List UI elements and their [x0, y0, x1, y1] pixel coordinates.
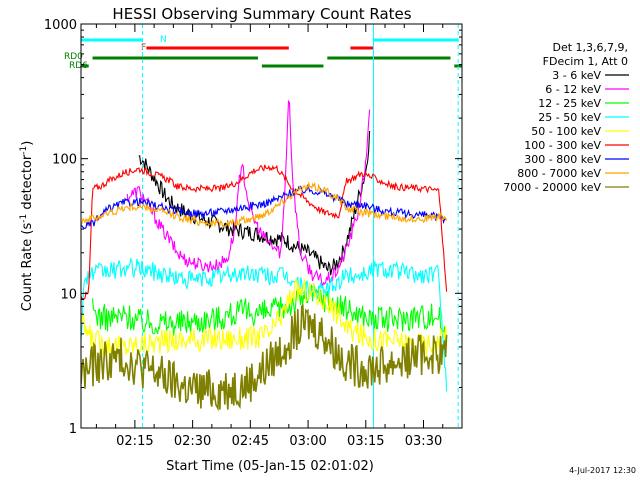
y-tick-label: 100 [52, 153, 77, 168]
legend-label-3: 25 - 50 keV [538, 111, 601, 124]
x-tick-label: 03:30 [405, 434, 442, 449]
y-label-main: Count Rate (s [20, 223, 35, 312]
series-line-1 [126, 99, 371, 288]
x-axis-ticks: 02:15 02:30 02:45 03:00 03:15 03:30 [95, 24, 463, 449]
series-line-8 [81, 304, 448, 412]
legend-label-0: 3 - 6 keV [552, 69, 601, 82]
flag-label-rd0: RD0 [64, 52, 83, 62]
footer-date: 4-Jul-2017 12:30 [569, 466, 636, 475]
series-line-6 [81, 183, 447, 229]
y-axis-label: Count Rate (s-1 detector-1) [19, 141, 35, 312]
y-axis-ticks: 1 10 100 1000 [44, 18, 462, 437]
series-line-5 [81, 164, 448, 301]
x-axis-label: Start Time (05-Jan-15 02:01:02) [166, 459, 374, 474]
x-tick-label: 02:30 [174, 434, 211, 449]
legend-label-5: 100 - 300 keV [524, 139, 601, 152]
legend-label-1: 6 - 12 keV [545, 83, 601, 96]
flag-bars [81, 38, 462, 68]
y-label-mid: detector [20, 154, 35, 214]
legend-label-2: 12 - 25 keV [538, 97, 601, 110]
x-tick-label: 02:45 [232, 434, 269, 449]
legend-label-6: 300 - 800 keV [524, 153, 601, 166]
y-tick-label: 10 [60, 287, 77, 302]
series-line-2 [91, 282, 448, 354]
legend-header-1: FDecim 1, Att 0 [543, 55, 628, 68]
flag-label-n: N [160, 35, 167, 45]
legend-label-4: 50 - 100 keV [531, 125, 601, 138]
flag-label-f: F [141, 43, 146, 53]
x-tick-label: 03:00 [289, 434, 326, 449]
series-line-4 [81, 278, 448, 357]
data-series [81, 99, 448, 412]
x-tick-label: 02:15 [116, 434, 153, 449]
chart-title: HESSI Observing Summary Count Rates [112, 5, 411, 23]
flag-label-rd6: RD6 [69, 61, 88, 71]
y-label-sup2: -1 [19, 146, 29, 155]
legend-label-7: 800 - 7000 keV [517, 167, 601, 180]
y-tick-label: 1000 [44, 18, 77, 33]
legend: Det 1,3,6,7,9,FDecim 1, Att 03 - 6 keV6 … [503, 41, 629, 194]
series-line-7 [81, 181, 448, 228]
plot-frame [80, 23, 463, 429]
y-label-end: ) [20, 141, 35, 146]
legend-header-0: Det 1,3,6,7,9, [552, 41, 628, 54]
legend-label-8: 7000 - 20000 keV [503, 181, 601, 194]
y-tick-label: 1 [69, 422, 77, 437]
y-label-sup1: -1 [19, 214, 29, 223]
x-tick-label: 03:15 [347, 434, 384, 449]
series-line-3 [81, 257, 448, 392]
